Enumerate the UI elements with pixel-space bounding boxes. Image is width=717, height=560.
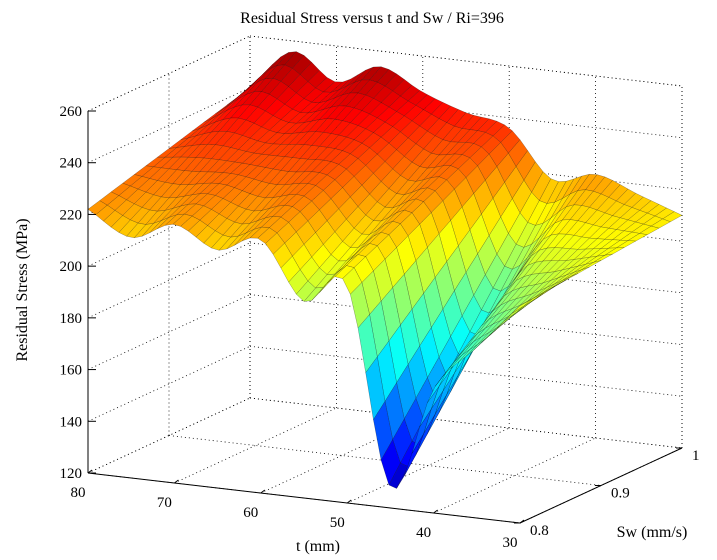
x-axis-line [87,472,521,524]
x-tick-label: 60 [243,505,258,521]
grid-line [87,345,251,422]
z-axis-label: Residual Stress (MPa) [14,218,31,361]
x-tick [346,499,352,504]
z-tick-label: 180 [60,311,83,327]
x-tick [519,519,525,524]
x-tick [260,489,266,494]
z-tick-label: 260 [60,104,83,120]
grid-line [87,294,251,370]
grid-line [168,435,602,486]
z-tick-label: 220 [60,207,83,223]
x-tick-label: 80 [71,485,86,501]
y-tick-label: 0.8 [530,523,549,539]
box-edge [87,35,251,112]
grid-line [249,345,683,397]
grid-line [249,397,683,449]
x-tick [174,479,179,484]
grid-line [249,35,683,87]
grid-line [87,397,251,474]
axis-lines [87,110,683,524]
x-tick [87,469,93,474]
surface-plot [87,51,683,489]
x-tick-label: 30 [503,535,518,551]
grid-line [174,407,337,484]
grid-line [87,35,251,112]
y-axis-label: Sw (mm/s) [617,524,688,541]
z-tick-label: 200 [60,259,83,275]
x-tick-label: 40 [416,525,431,541]
grid-line [347,427,510,504]
z-tick-label: 120 [60,466,83,482]
grid-line [87,242,251,319]
tick-labels: 120 140 160 180 200 220 240 260 80 70 60 50 40 30 0.8 0… [60,104,700,551]
surface-patch [512,299,532,314]
y-tick-label: 0.9 [611,486,630,502]
z-tick-label: 140 [60,414,83,430]
x-axis-label: t (mm) [296,538,340,555]
y-tick-label: 1 [692,448,700,464]
x-tick-label: 50 [330,515,345,531]
z-tick-label: 160 [60,363,83,379]
grid-line [249,397,683,449]
grid-line [433,437,596,514]
grid-line [249,294,683,345]
x-tick [433,509,438,514]
x-tick-label: 70 [157,495,172,511]
z-tick-label: 240 [60,156,83,172]
grid-line [87,87,251,164]
chart-title: Residual Stress versus t and Sw / Ri=396 [240,10,504,27]
